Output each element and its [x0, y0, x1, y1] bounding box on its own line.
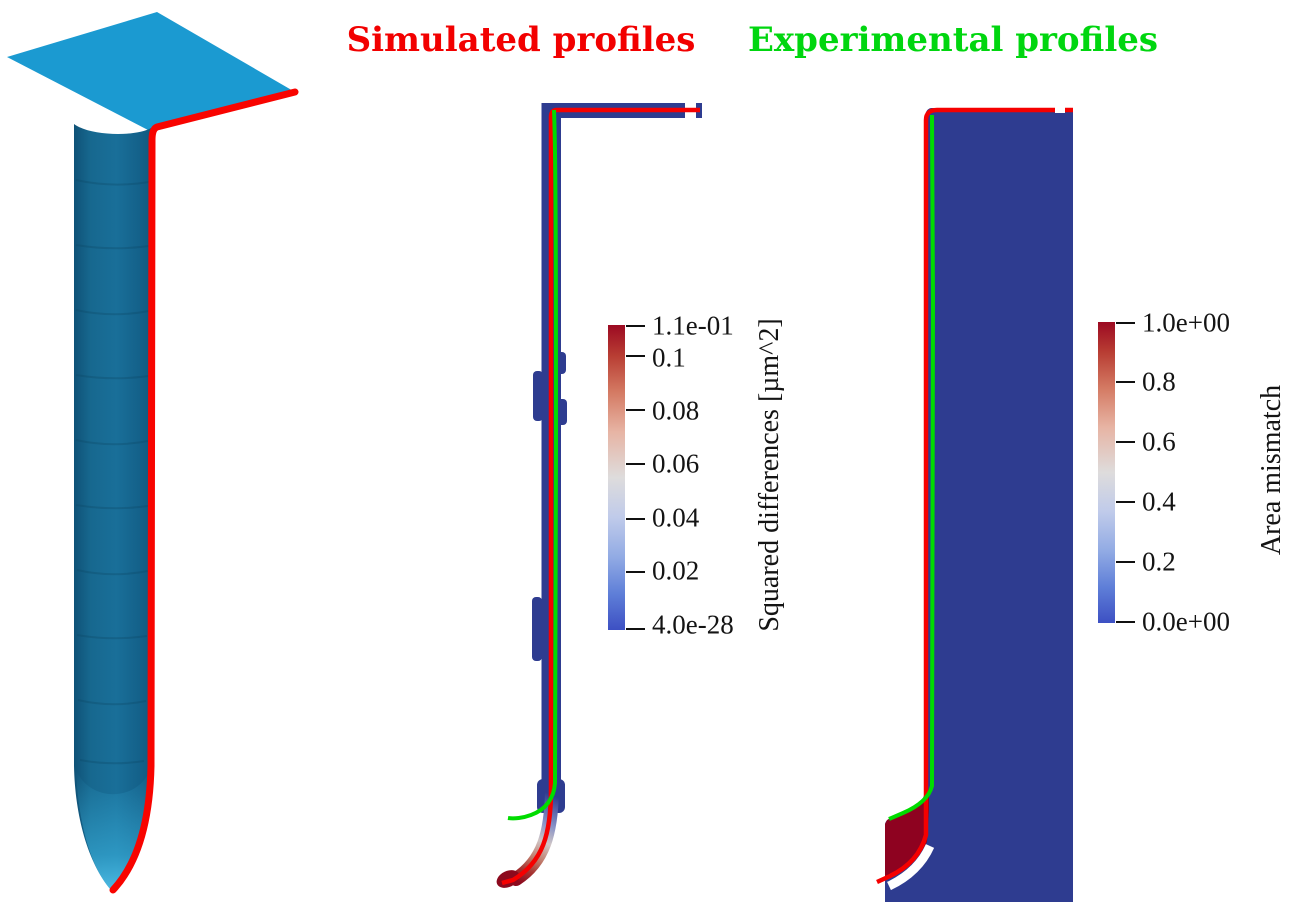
colorbar-tick-label: 1.1e-01: [652, 310, 734, 341]
colorbar-tick-label: 0.02: [652, 555, 700, 586]
colorbar-tick: [1116, 501, 1135, 503]
area-mismatch-region: [885, 792, 929, 878]
colorbar-tick: [626, 409, 645, 411]
colorbar-tick: [626, 518, 645, 520]
colorbar-tick: [1116, 561, 1135, 563]
colorbar-tick: [1116, 381, 1135, 383]
colorbar-tick-label: 0.6: [1142, 426, 1176, 457]
colorbar-tick: [626, 355, 645, 357]
colorbar-tick-label: 0.04: [652, 502, 700, 533]
colorbar-tick-label: 0.1: [652, 342, 686, 373]
colorbar-tick-label: 0.06: [652, 448, 700, 479]
mesh-notch: [1055, 104, 1065, 113]
colorbar-tick-label: 0.08: [652, 395, 700, 426]
simulated-profiles-view: [496, 101, 702, 888]
colorbar-tick: [626, 628, 645, 630]
simulated-profiles-title: Simulated profiles: [346, 20, 696, 60]
trench-tip-highlight: [76, 770, 149, 891]
experimental-profile-line: [888, 114, 936, 821]
colorbar-tick: [1116, 322, 1135, 324]
colorbar-tick: [626, 463, 645, 465]
simulated-profile-outline-3d: [109, 88, 299, 894]
experimental-mesh-region: [885, 108, 1073, 902]
squared-differences-colorbar: [608, 325, 625, 630]
colorbar-tick: [626, 325, 645, 327]
colorbar-tick-label: 0.4: [1142, 486, 1176, 517]
experimental-profile-line: [507, 109, 558, 821]
profile-gap-white: [886, 844, 935, 891]
colorbar-tick-label: 0.8: [1142, 366, 1176, 397]
etched-trench-sidewall: [74, 124, 151, 891]
colorbar-tick: [1116, 621, 1135, 623]
experimental-profiles-title: Experimental profiles: [748, 20, 1159, 60]
sidewall-texture: [75, 179, 150, 765]
simulated-profile-line: [501, 107, 700, 886]
colorbar-tick: [626, 571, 645, 573]
render-3d-view: [7, 12, 299, 894]
colorbar-tick-label: 0.0e+00: [1142, 606, 1230, 637]
simulated-profile-line: [876, 107, 1073, 885]
experimental-profiles-view: [876, 104, 1073, 902]
colorbar-tick: [1116, 441, 1135, 443]
substrate-top-surface: [7, 12, 295, 130]
area-mismatch-colorbar: [1098, 322, 1115, 623]
colorbar-tick-label: 4.0e-28: [652, 609, 734, 640]
area-mismatch-axis-title: Area mismatch: [1256, 384, 1287, 556]
colorbar-tick-label: 1.0e+00: [1142, 307, 1230, 338]
colorbar-tick-label: 0.2: [1142, 546, 1176, 577]
squared-differences-axis-title: Squared differences [µm^2]: [754, 318, 785, 632]
